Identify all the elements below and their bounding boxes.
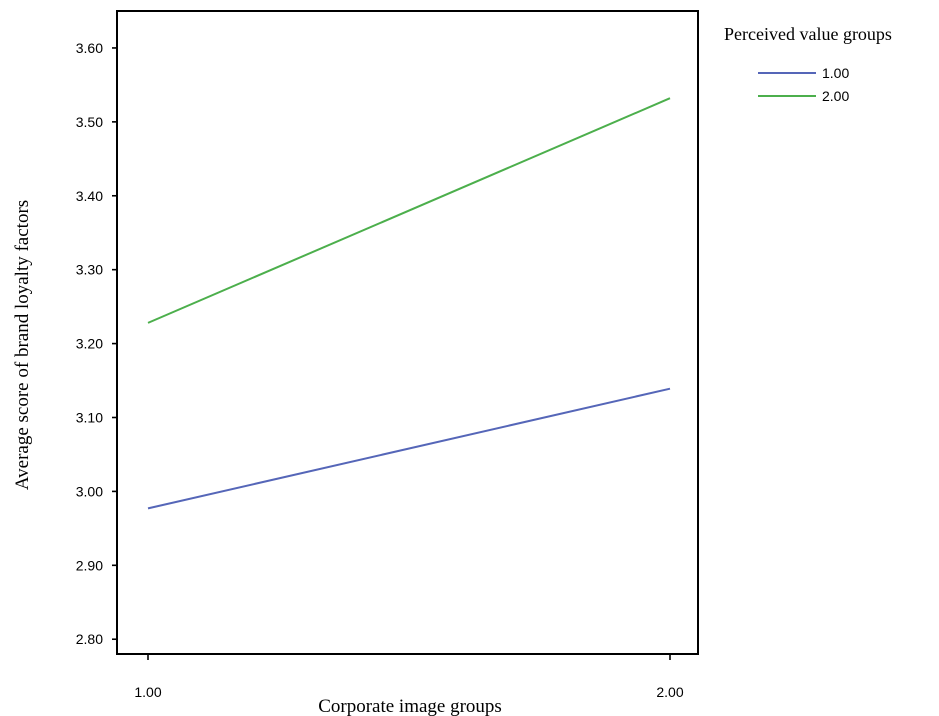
legend: 1.00 2.00 — [758, 65, 849, 104]
series-lines — [147, 97, 671, 510]
y-tick-label: 3.20 — [76, 336, 103, 352]
x-tick-label: 1.00 — [134, 684, 161, 700]
series-line-1-00 — [147, 387, 671, 510]
series-line-2-00 — [147, 97, 671, 324]
y-tick-label: 3.40 — [76, 188, 103, 204]
x-tick-label: 2.00 — [656, 684, 683, 700]
y-tick-label: 3.60 — [76, 40, 103, 56]
plot-frame — [116, 10, 699, 655]
x-axis-title: Corporate image groups — [318, 696, 502, 716]
y-tick-label: 3.30 — [76, 262, 103, 278]
legend-title: Perceived value groups — [724, 24, 892, 44]
legend-label: 1.00 — [822, 65, 849, 81]
y-tick-label: 3.10 — [76, 409, 103, 425]
y-axis: 2.80 2.90 3.00 3.10 3.20 3.30 3.40 3.50 3.60 — [76, 40, 117, 647]
legend-label: 2.00 — [822, 88, 849, 104]
y-tick-label: 3.00 — [76, 483, 103, 499]
y-tick-label: 2.90 — [76, 557, 103, 573]
y-tick-label: 3.50 — [76, 114, 103, 130]
y-axis-title: Average score of brand loyalty factors — [12, 200, 33, 490]
y-tick-label: 2.80 — [76, 631, 103, 647]
x-axis: 1.00 2.00 — [134, 654, 684, 700]
